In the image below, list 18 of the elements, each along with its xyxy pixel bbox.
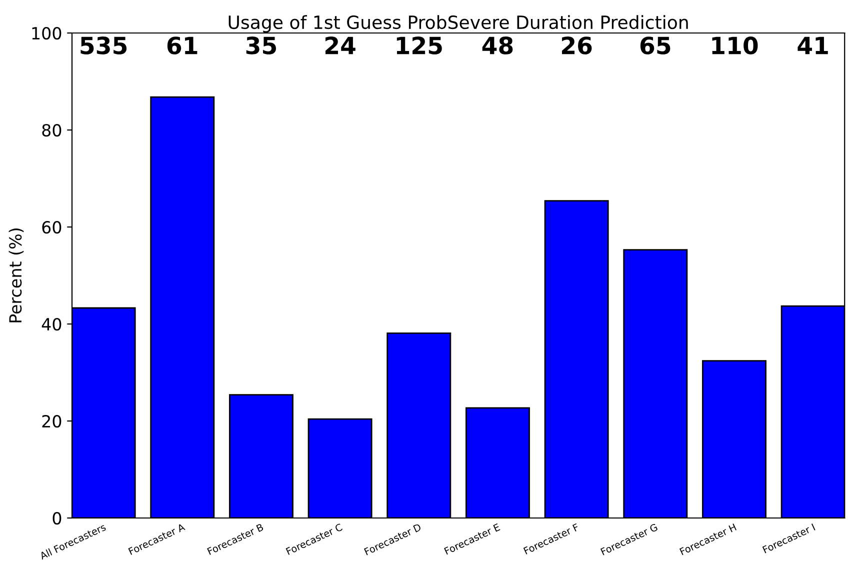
y-axis-title: Percent (%) — [8, 228, 24, 322]
annotation: 535 — [80, 36, 127, 54]
y-tick-label: 60 — [42, 220, 62, 234]
annotation: 48 — [482, 36, 513, 54]
annotation: 41 — [798, 36, 828, 54]
y-tick-label: 0 — [52, 512, 62, 525]
annotation: 35 — [246, 36, 276, 54]
annotation: 61 — [167, 36, 198, 54]
annotation: 26 — [562, 36, 592, 54]
y-tick-label: 80 — [42, 124, 62, 137]
y-tick-label: 100 — [32, 26, 62, 40]
chart-title: Usage of 1st Guess ProbSevere Duration Prediction — [228, 15, 688, 33]
annotation: 65 — [640, 36, 670, 54]
annotation: 24 — [325, 36, 356, 54]
annotation: 110 — [712, 36, 758, 54]
y-tick-label: 20 — [42, 414, 62, 428]
y-tick-label: 40 — [42, 318, 62, 331]
annotation: 125 — [396, 36, 442, 54]
